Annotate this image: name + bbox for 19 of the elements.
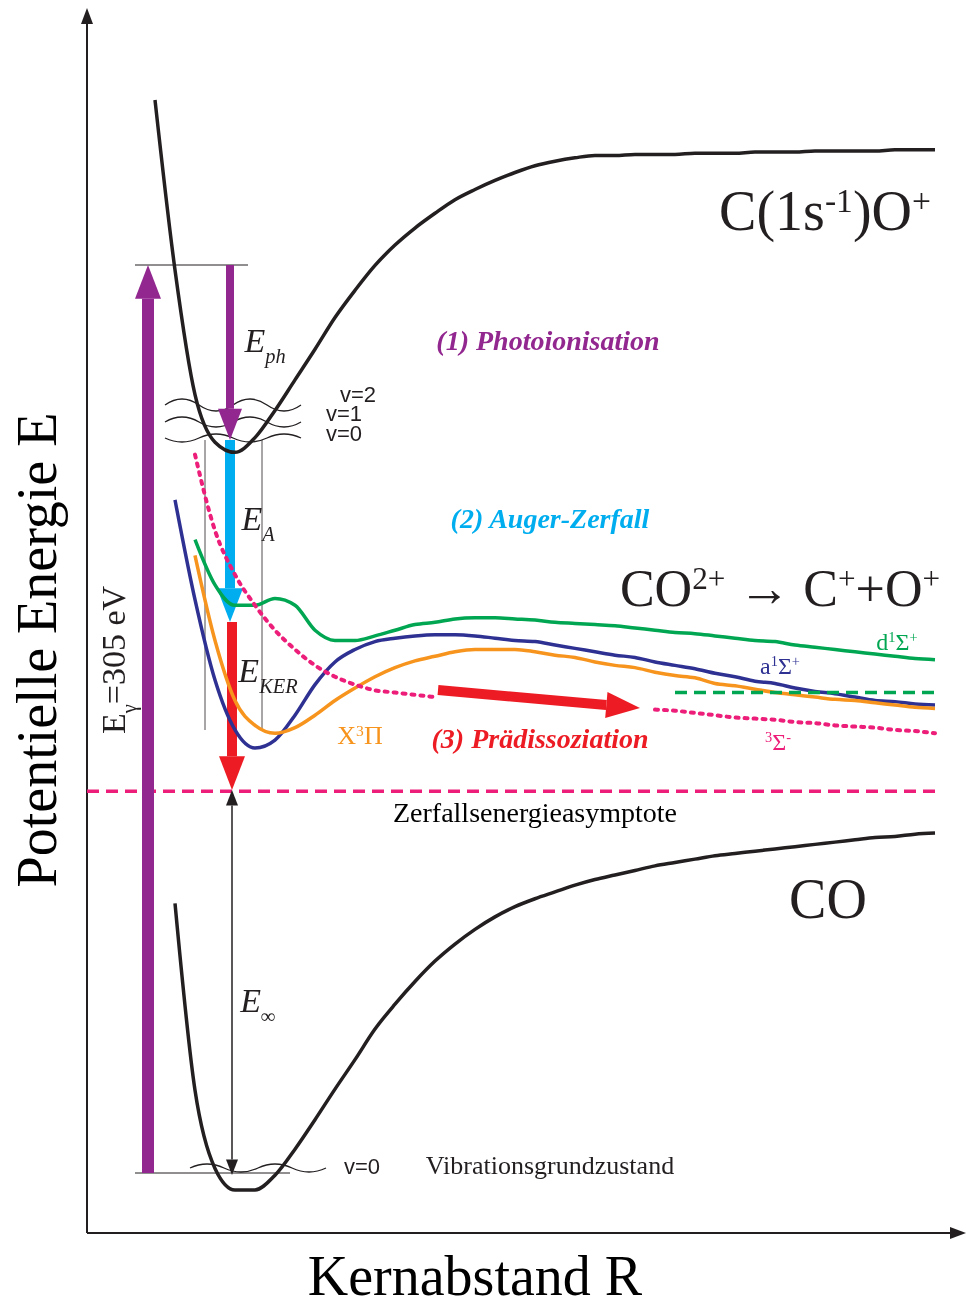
annotation: E$_{∞}$ [239,982,276,1027]
series-label: $^{3}$Σ$^{-}$ [765,729,792,755]
annotation: CO$^{2+}$ → C$^{+}$+O$^{+}$ [619,560,941,617]
series-label: X$^{3}$Π [337,721,383,750]
annotation: E$_{ph}$ [243,322,286,368]
ref-line-label: Zerfallsenergieasymptote [392,797,678,829]
annotation: (2) Auger-Zerfall [450,503,650,534]
series-label: d$^{1}$Σ$^{+}$ [876,629,918,655]
annotation: E$_{KER}$ [237,652,299,697]
x-axis-title: Kernabstand R [307,1245,643,1302]
annotation: E$_{A}$ [240,500,276,545]
annotation: v=0 [344,1154,381,1179]
series-label: a$^{1}$Σ$^{+}$ [760,653,800,679]
series-label: CO [789,868,867,930]
annotation: (3) Prädissoziation [431,723,649,754]
annotation: Vibrationsgrundzustand [425,1151,675,1180]
annotation: (1) Photoionisation [436,325,660,356]
y-axis-title: Potentielle Energie E [6,412,68,888]
series-label: C(1s$^{-1}$)O$^{+}$ [719,180,931,243]
